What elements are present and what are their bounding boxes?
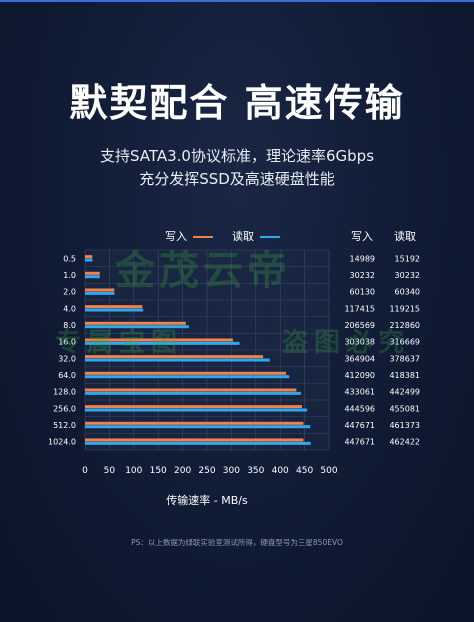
y-tick-label: 32.0 <box>58 354 76 363</box>
value-read: 418381 <box>389 371 420 380</box>
y-tick-label: 256.0 <box>53 404 76 413</box>
bar-write <box>85 288 115 292</box>
x-tick-label: 300 <box>223 466 240 476</box>
value-write: 364904 <box>344 354 375 363</box>
bar-read <box>85 308 144 312</box>
y-tick-label: 0.5 <box>63 254 76 263</box>
y-tick-label: 8.0 <box>63 321 76 330</box>
value-read: 30232 <box>395 271 420 280</box>
value-write: 117415 <box>344 304 375 313</box>
y-tick-label: 16.0 <box>58 338 76 347</box>
bar-read <box>85 408 308 412</box>
value-read: 15192 <box>395 254 420 263</box>
value-read: 455081 <box>389 404 420 413</box>
bar-write <box>85 355 264 359</box>
bar-write <box>85 255 93 259</box>
bar-write <box>85 321 186 325</box>
y-tick-label: 4.0 <box>63 304 76 313</box>
legend-write-label: 写入 <box>165 230 187 243</box>
x-tick-label: 200 <box>174 466 191 476</box>
x-tick-label: 400 <box>272 466 289 476</box>
value-read: 442499 <box>389 388 420 397</box>
x-tick-label: 0 <box>82 466 88 476</box>
x-tick-label: 500 <box>320 466 337 476</box>
value-write: 14989 <box>350 254 375 263</box>
top-accent-line <box>0 0 474 2</box>
y-tick-label: 1.0 <box>63 271 76 280</box>
bar-read <box>85 258 93 262</box>
x-axis-label: 传输速率 - MB/s <box>166 494 248 507</box>
value-read: 212860 <box>389 321 420 330</box>
bar-read <box>85 291 115 295</box>
bar-write <box>85 305 143 309</box>
bar-read <box>85 441 311 445</box>
subtitle-line-2: 充分发挥SSD及高速硬盘性能 <box>139 170 335 188</box>
bar-read <box>85 375 290 379</box>
value-read: 378637 <box>389 354 420 363</box>
x-tick-label: 50 <box>104 466 116 476</box>
value-write: 444596 <box>344 404 375 413</box>
x-tick-label: 250 <box>198 466 215 476</box>
value-write: 412090 <box>344 371 375 380</box>
bar-write <box>85 405 302 409</box>
bar-write <box>85 438 304 442</box>
value-read: 316669 <box>389 338 420 347</box>
bar-write <box>85 421 304 425</box>
value-write: 303038 <box>344 338 375 347</box>
bar-read <box>85 358 270 362</box>
value-read: 119215 <box>389 304 420 313</box>
x-tick-label: 150 <box>150 466 167 476</box>
y-tick-label: 128.0 <box>53 388 76 397</box>
table-header-read: 读取 <box>394 230 416 243</box>
bar-write <box>85 371 287 375</box>
y-tick-label: 1024.0 <box>48 438 76 447</box>
value-write: 30232 <box>350 271 375 280</box>
value-read: 461373 <box>389 421 420 430</box>
legend-write: 写入 <box>165 228 213 244</box>
subtitle-line-1: 支持SATA3.0协议标准，理论速率6Gbps <box>99 147 375 165</box>
legend-read-swatch <box>260 236 280 238</box>
x-tick-label: 100 <box>125 466 142 476</box>
legend-read: 读取 <box>232 228 280 244</box>
value-write: 206569 <box>344 321 375 330</box>
y-tick-label: 64.0 <box>58 371 76 380</box>
bar-write <box>85 271 100 275</box>
value-write: 60130 <box>350 288 375 297</box>
x-tick-label: 350 <box>247 466 264 476</box>
bar-read <box>85 325 189 329</box>
x-tick-label: 450 <box>296 466 313 476</box>
table-header-write: 写入 <box>351 230 373 243</box>
bar-read <box>85 425 311 429</box>
page-title: 默契配合 高速传输 <box>69 81 405 125</box>
value-read: 462422 <box>389 438 420 447</box>
footnote: PS：以上数据为绿联实验室测试所得，硬盘型号为三星850EVO <box>131 538 343 547</box>
bar-read <box>85 341 240 345</box>
bar-read <box>85 275 100 279</box>
bar-write <box>85 338 233 342</box>
bar-read <box>85 391 301 395</box>
value-write: 447671 <box>344 438 375 447</box>
y-tick-label: 512.0 <box>53 421 76 430</box>
bar-write <box>85 388 297 392</box>
legend-read-label: 读取 <box>232 230 254 243</box>
y-tick-label: 2.0 <box>63 288 76 297</box>
legend-write-swatch <box>193 236 213 238</box>
value-write: 433061 <box>344 388 375 397</box>
value-write: 447671 <box>344 421 375 430</box>
value-read: 60340 <box>395 288 420 297</box>
